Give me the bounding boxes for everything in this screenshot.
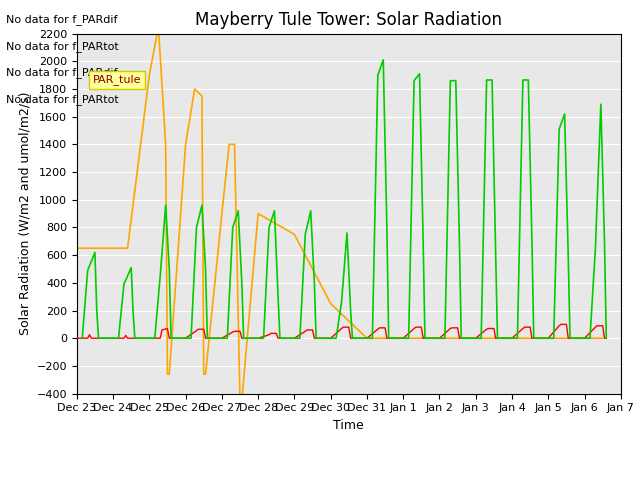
Legend: PAR Water, PAR Tule, PAR In: PAR Water, PAR Tule, PAR In — [188, 479, 510, 480]
Text: No data for f_PARtot: No data for f_PARtot — [6, 41, 119, 52]
Y-axis label: Solar Radiation (W/m2 and umol/m2/s): Solar Radiation (W/m2 and umol/m2/s) — [18, 92, 31, 336]
X-axis label: Time: Time — [333, 419, 364, 432]
Text: No data for f_PARdif: No data for f_PARdif — [6, 67, 118, 78]
Text: No data for f_PARdif: No data for f_PARdif — [6, 14, 118, 25]
Title: Mayberry Tule Tower: Solar Radiation: Mayberry Tule Tower: Solar Radiation — [195, 11, 502, 29]
Text: No data for f_PARtot: No data for f_PARtot — [6, 94, 119, 105]
Text: PAR_tule: PAR_tule — [93, 74, 141, 85]
